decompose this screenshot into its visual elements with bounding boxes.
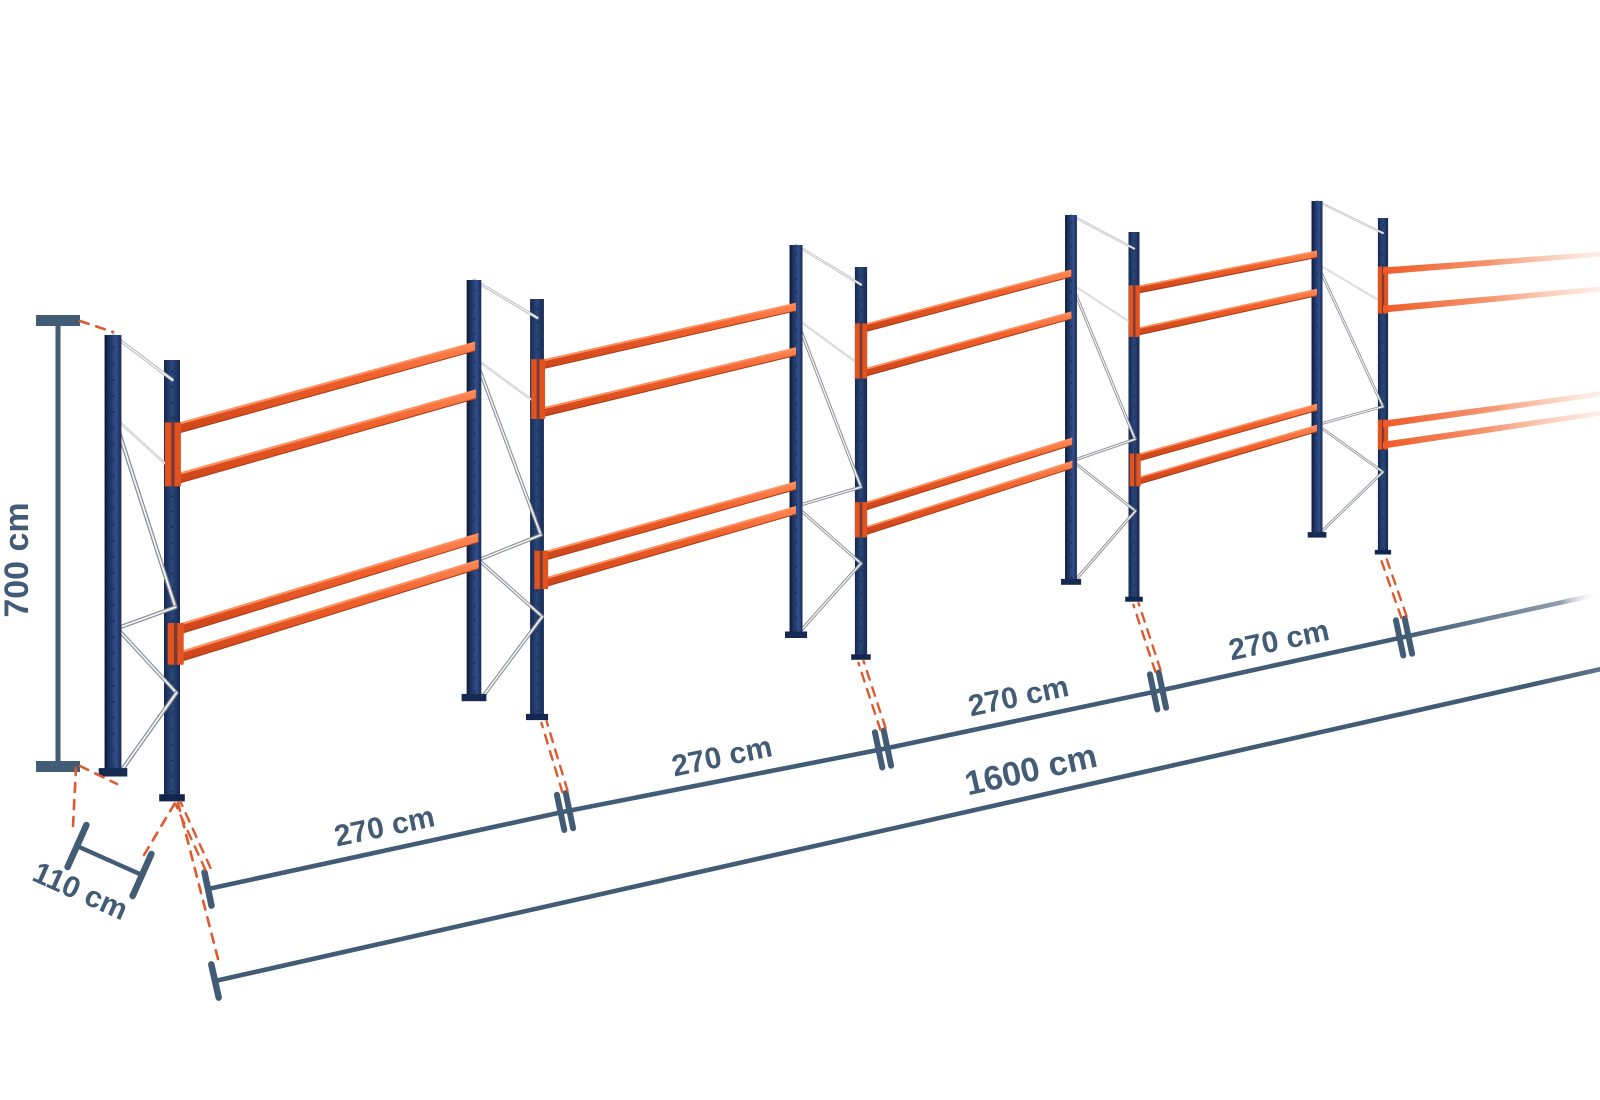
svg-text:700 cm: 700 cm [0, 502, 36, 617]
